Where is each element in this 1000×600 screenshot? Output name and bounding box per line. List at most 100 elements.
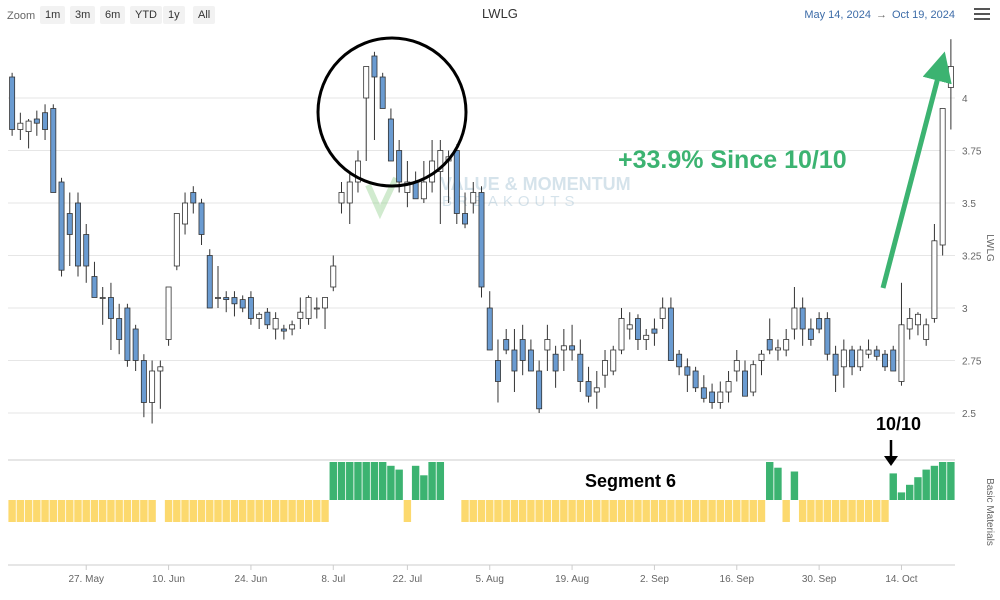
candle [750,360,757,397]
sector-bar [650,500,659,522]
candle-body [412,181,419,200]
candle-body [379,76,386,109]
candle-body [330,265,337,288]
zoom-1y-button[interactable]: 1y [163,6,185,24]
candle-body [190,192,197,204]
sector-bar [700,500,708,522]
x-tick-label: 8. Jul [321,574,345,585]
sector-bar [271,500,280,522]
zoom-3m-button[interactable]: 3m [70,6,96,24]
zoom-ytd-button[interactable]: YTD [130,6,162,24]
candle [25,119,32,149]
candle [305,295,312,325]
x-tick-label: 22. Jul [393,574,422,585]
candle-body [396,150,403,183]
sector-bar [140,500,148,522]
hamburger-menu-icon[interactable] [974,8,990,22]
candle-body [906,318,913,330]
candle-body [692,370,699,389]
candle-body [519,339,526,361]
candle-body [832,353,839,376]
sector-bar [370,462,379,500]
sector-bar [724,500,733,522]
candle [931,224,938,323]
candle-body [182,202,189,225]
sector-bar [115,500,123,522]
candle [486,291,493,351]
x-axis: 27. May 10. Jun 24. Jun 8. Jul 22. Jul 5. Aug… [68,565,918,585]
candle-body [9,76,16,130]
candle-body [404,181,411,193]
candle [91,261,98,298]
candle [478,186,485,298]
sector-bar [568,500,576,522]
candle [577,339,584,392]
sector-bar [584,500,593,522]
candle-body [816,318,823,330]
sector-bar [49,500,57,522]
sector-bar [906,484,914,500]
candle [363,66,370,161]
candles [9,39,954,424]
sector-bar [362,462,370,500]
sector-bar [280,500,288,522]
sector-bar [774,467,782,500]
candle [420,161,427,203]
sector-bar [782,500,790,522]
candle-body [107,297,114,319]
y-tick-label: 2.5 [962,409,976,420]
sector-bar [617,500,626,522]
candle [116,303,123,355]
sector-bar [667,500,675,522]
sector-bar [691,500,700,522]
sector-bar [543,500,552,522]
candle-body [544,339,551,351]
date-from[interactable]: May 14, 2024 [804,9,871,21]
sector-bar [708,500,716,522]
candle-body [42,112,49,130]
candle [536,360,543,413]
candle [140,354,147,418]
zoom-6m-button[interactable]: 6m [100,6,126,24]
x-tick-label: 30. Sep [802,574,837,585]
sector-bar [90,500,99,522]
date-to[interactable]: Oct 19, 2024 [892,9,955,21]
candle [651,318,658,346]
candle [626,312,633,340]
candle-body [898,324,905,382]
sector-bar [66,500,74,522]
candle-body [116,318,123,340]
candle-body [58,181,65,271]
sector-bar [33,500,41,522]
candle [939,108,946,256]
candle [643,329,650,350]
sector-bar [354,462,362,500]
candle-body [478,192,485,288]
zoom-all-button[interactable]: All [193,6,216,24]
segment-annotation: Segment 6 [585,471,676,491]
sector-bar [329,462,337,500]
x-tick-label: 14. Oct [885,574,917,585]
zoom-1m-button[interactable]: 1m [40,6,66,24]
candle [783,329,790,357]
candle [453,144,460,224]
candle [692,366,699,392]
sector-bar [527,500,535,522]
highlight-circle [316,36,468,188]
candle [849,345,856,376]
sector-bar [864,500,873,522]
candle-body [157,366,164,372]
candle-body [50,108,57,193]
candle [247,291,254,325]
candle [519,324,526,376]
sector-bar [131,500,140,522]
candle [799,297,806,346]
date-range[interactable]: May 14, 2024 → Oct 19, 2024 [804,9,955,21]
candle-body [132,328,139,361]
candle [593,371,600,409]
candle [165,286,172,346]
candle-body [206,255,213,309]
sector-bar [173,500,181,522]
candle [33,110,40,136]
candle [659,297,666,329]
